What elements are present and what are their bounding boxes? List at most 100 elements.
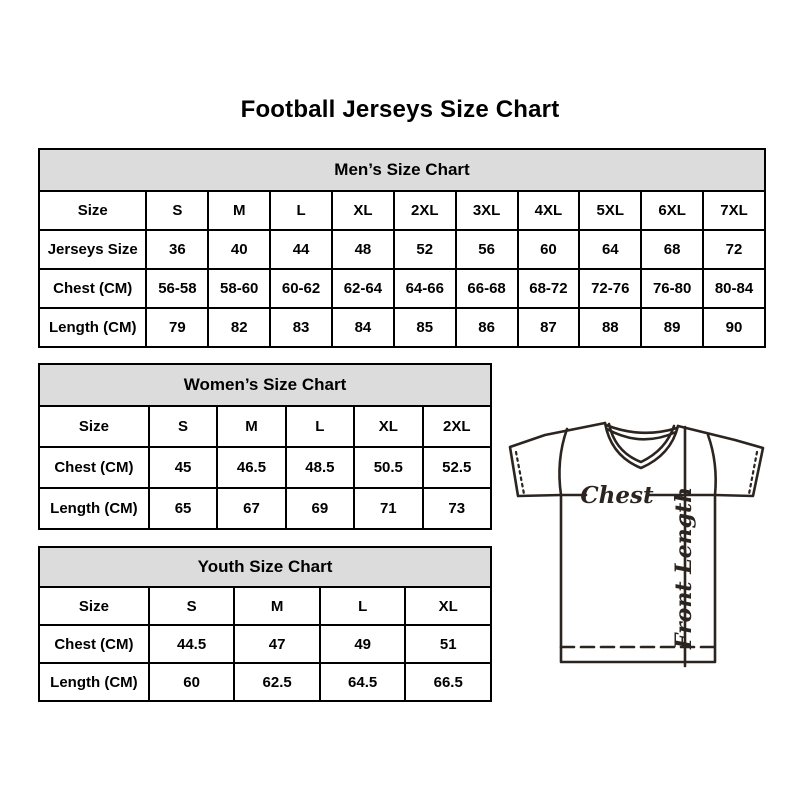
youth-size-chart-table: Youth Size Chart Size S M L XL Chest (CM) 44.5 4… xyxy=(38,546,492,702)
size-value-cell: 69 xyxy=(284,487,356,530)
size-value-cell: 84 xyxy=(330,307,395,348)
table-row: Chest (CM) 44.5 47 49 51 xyxy=(38,624,492,664)
table-row: Chest (CM) 45 46.5 48.5 50.5 52.5 xyxy=(38,446,493,489)
size-value-cell: M xyxy=(216,405,287,448)
size-value-cell: 48.5 xyxy=(284,446,356,489)
row-label-cell: Length (CM) xyxy=(38,662,150,702)
size-value-cell: 66.5 xyxy=(404,662,492,702)
table-row: Length (CM) 65 67 69 71 73 xyxy=(38,487,493,530)
size-value-cell: L xyxy=(284,405,356,448)
table-title: Men’s Size Chart xyxy=(38,148,766,192)
size-value-cell: 86 xyxy=(454,307,519,348)
size-value-cell: XL xyxy=(353,405,424,448)
size-value-cell: M xyxy=(233,586,321,626)
size-value-cell: 60 xyxy=(516,229,581,270)
table-row: Size S M L XL xyxy=(38,586,492,626)
jersey-right-armhole-seam xyxy=(706,433,717,497)
left-cuff-stitch-line xyxy=(514,450,526,496)
row-label-cell: Length (CM) xyxy=(37,307,148,348)
row-label-cell: Size xyxy=(38,586,150,626)
size-value-cell: 50.5 xyxy=(353,446,424,489)
jersey-body-outline xyxy=(559,493,717,664)
page-title: Football Jerseys Size Chart xyxy=(240,96,560,123)
table-row: Jerseys Size 36 40 44 48 52 56 60 64 68 72 xyxy=(37,229,766,270)
size-value-cell: 87 xyxy=(516,307,581,348)
size-value-cell: 64-66 xyxy=(392,268,457,309)
jersey-collar-inner xyxy=(607,422,676,464)
size-value-cell: 46.5 xyxy=(216,446,287,489)
size-value-cell: 60 xyxy=(147,662,236,702)
size-value-cell: 82 xyxy=(207,307,272,348)
size-value-cell: 7XL xyxy=(702,190,766,231)
size-value-cell: S xyxy=(145,190,210,231)
row-label-cell: Chest (CM) xyxy=(37,268,148,309)
size-value-cell: L xyxy=(269,190,333,231)
row-label-cell: Chest (CM) xyxy=(38,624,150,664)
table-row: Length (CM) 79 82 83 84 85 86 87 88 89 90 xyxy=(37,307,766,348)
size-value-cell: 72 xyxy=(702,229,766,270)
size-value-cell: 73 xyxy=(421,487,493,530)
size-value-cell: 79 xyxy=(145,307,210,348)
size-value-cell: 4XL xyxy=(516,190,581,231)
size-value-cell: 52 xyxy=(392,229,457,270)
size-value-cell: 72-76 xyxy=(578,268,643,309)
size-value-cell: 56-58 xyxy=(145,268,210,309)
size-value-cell: 44.5 xyxy=(147,624,236,664)
size-value-cell: 64.5 xyxy=(318,662,407,702)
table-row: Chest (CM) 56-58 58-60 60-62 62-64 64-66 66-68… xyxy=(37,268,766,309)
size-value-cell: XL xyxy=(330,190,395,231)
size-value-cell: 80-84 xyxy=(702,268,766,309)
size-value-cell: 85 xyxy=(392,307,457,348)
size-value-cell: 76-80 xyxy=(640,268,705,309)
size-value-cell: 89 xyxy=(640,307,705,348)
size-value-cell: 52.5 xyxy=(421,446,493,489)
size-value-cell: 2XL xyxy=(392,190,457,231)
jersey-measurement-diagram: Chest Front Length xyxy=(508,421,765,668)
size-value-cell: S xyxy=(147,586,236,626)
size-value-cell: 88 xyxy=(578,307,643,348)
jersey-collar-outer xyxy=(603,421,680,470)
size-value-cell: 90 xyxy=(702,307,766,348)
row-label-cell: Size xyxy=(38,405,150,448)
size-value-cell: 66-68 xyxy=(454,268,519,309)
size-value-cell: 71 xyxy=(353,487,424,530)
size-value-cell: 67 xyxy=(216,487,287,530)
row-label-cell: Jerseys Size xyxy=(37,229,148,270)
size-value-cell: 64 xyxy=(578,229,643,270)
table-row: Size S M L XL 2XL 3XL 4XL 5XL 6XL 7XL xyxy=(37,190,766,231)
size-value-cell: 83 xyxy=(269,307,333,348)
size-value-cell: 51 xyxy=(404,624,492,664)
size-value-cell: 45 xyxy=(147,446,219,489)
size-value-cell: S xyxy=(147,405,219,448)
size-value-cell: 47 xyxy=(233,624,321,664)
size-value-cell: 2XL xyxy=(421,405,493,448)
jersey-left-armhole-seam xyxy=(558,427,569,497)
size-value-cell: 40 xyxy=(207,229,272,270)
size-value-cell: 6XL xyxy=(640,190,705,231)
size-value-cell: 3XL xyxy=(454,190,519,231)
size-value-cell: 68-72 xyxy=(516,268,581,309)
table-row: Size S M L XL 2XL xyxy=(38,405,493,448)
size-value-cell: 44 xyxy=(269,229,333,270)
womens-size-chart-table: Women’s Size Chart Size S M L XL 2XL Chest (CM)… xyxy=(38,363,493,530)
front-length-label: Front Length xyxy=(671,487,697,650)
jersey-collar-back-edge-2 xyxy=(605,427,678,441)
size-value-cell: 36 xyxy=(145,229,210,270)
size-value-cell: 68 xyxy=(640,229,705,270)
size-value-cell: M xyxy=(207,190,272,231)
row-label-cell: Size xyxy=(37,190,148,231)
size-value-cell: 5XL xyxy=(578,190,643,231)
right-cuff-stitch-line xyxy=(747,450,759,496)
size-value-cell: 62-64 xyxy=(330,268,395,309)
size-value-cell: 49 xyxy=(318,624,407,664)
size-value-cell: XL xyxy=(404,586,492,626)
size-value-cell: 62.5 xyxy=(233,662,321,702)
size-value-cell: 48 xyxy=(330,229,395,270)
chest-label: Chest xyxy=(580,482,654,509)
size-value-cell: 60-62 xyxy=(269,268,333,309)
jersey-right-sleeve xyxy=(676,424,765,498)
table-title: Youth Size Chart xyxy=(38,546,492,588)
row-label-cell: Chest (CM) xyxy=(38,446,150,489)
table-row: Length (CM) 60 62.5 64.5 66.5 xyxy=(38,662,492,702)
size-value-cell: 58-60 xyxy=(207,268,272,309)
